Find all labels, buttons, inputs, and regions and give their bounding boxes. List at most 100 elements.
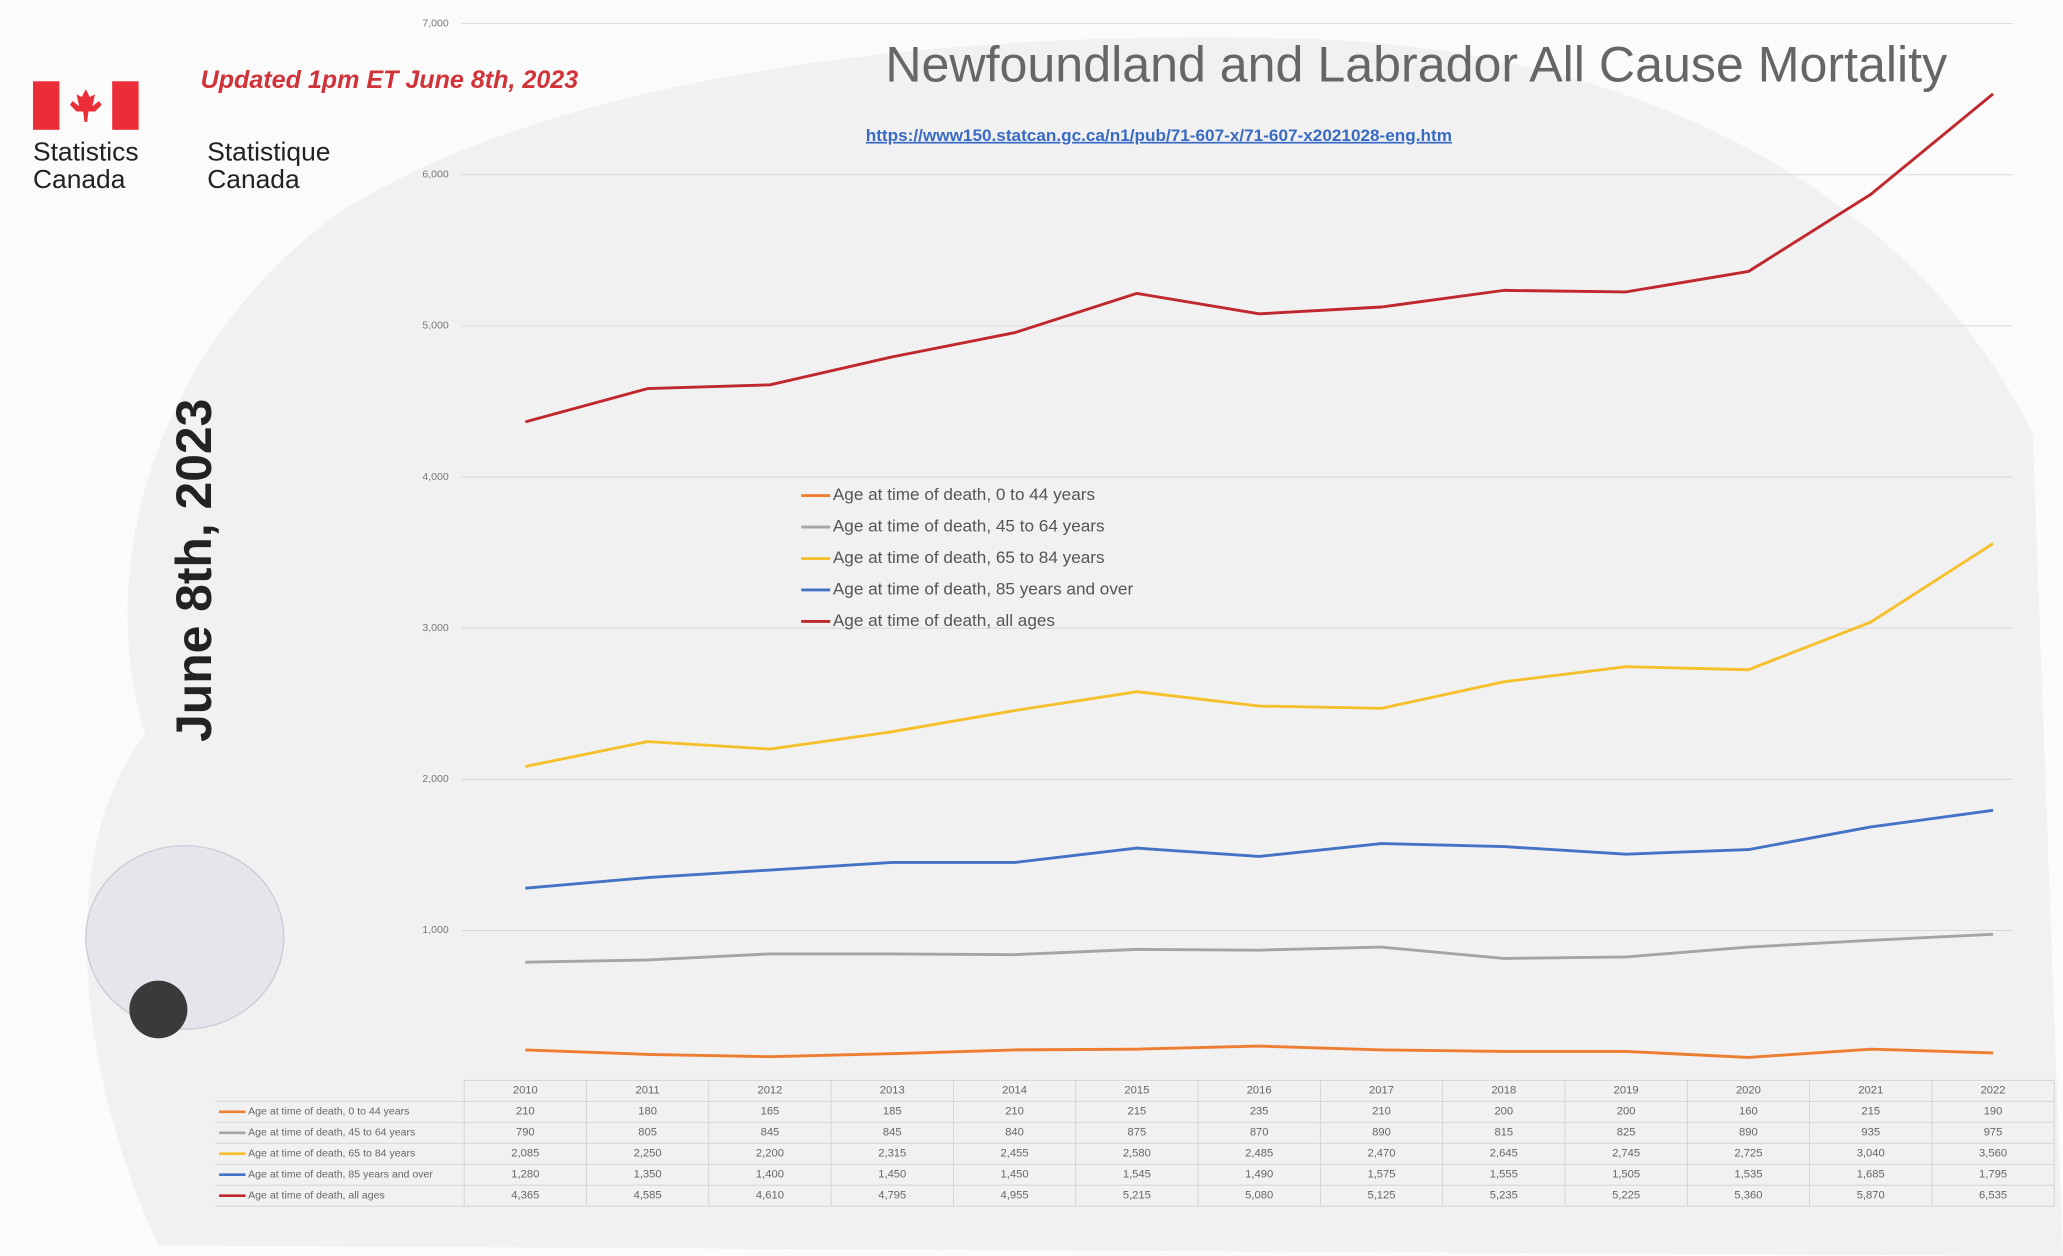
table-value: 2,580 <box>1123 1148 1151 1160</box>
table-value: 1,450 <box>878 1169 906 1181</box>
agency-en: Statistics <box>33 136 139 166</box>
table-value: 4,610 <box>756 1190 784 1202</box>
table-value: 2,725 <box>1734 1148 1762 1160</box>
table-value: 200 <box>1617 1106 1636 1118</box>
table-value: 1,450 <box>1001 1169 1029 1181</box>
y-tick-label: 7,000 <box>422 17 449 29</box>
wolf-icon <box>85 844 285 1039</box>
table-value: 825 <box>1617 1127 1636 1139</box>
y-tick-label: 6,000 <box>422 169 449 181</box>
statcan-logo: Statistics Canada Statistique Canada <box>32 81 330 194</box>
table-row-label: Age at time of death, 45 to 64 years <box>248 1127 415 1139</box>
table-value: 3,560 <box>1979 1148 2007 1160</box>
table-row-label: Age at time of death, 65 to 84 years <box>248 1148 415 1160</box>
table-value: 845 <box>883 1127 902 1139</box>
table-year: 2022 <box>1981 1085 2006 1097</box>
table-value: 6,535 <box>1979 1190 2007 1202</box>
table-year: 2012 <box>757 1085 782 1097</box>
table-value: 180 <box>638 1106 657 1118</box>
table-value: 2,315 <box>878 1148 906 1160</box>
table-value: 4,955 <box>1001 1190 1029 1202</box>
table-value: 935 <box>1861 1127 1880 1139</box>
table-value: 200 <box>1494 1106 1513 1118</box>
flag-bar <box>112 81 139 130</box>
table-value: 2,200 <box>756 1148 784 1160</box>
legend-label: Age at time of death, 45 to 64 years <box>833 517 1105 536</box>
table-value: 1,505 <box>1612 1169 1640 1181</box>
table-value: 805 <box>638 1127 657 1139</box>
table-value: 2,645 <box>1490 1148 1518 1160</box>
wolf-head <box>85 844 285 1030</box>
table-value: 2,085 <box>511 1148 539 1160</box>
table-value: 875 <box>1128 1127 1147 1139</box>
table-value: 2,455 <box>1001 1148 1029 1160</box>
series-line <box>525 808 1994 890</box>
table-year: 2019 <box>1614 1085 1639 1097</box>
agency-fr: Canada <box>207 164 300 194</box>
legend-label: Age at time of death, 85 years and over <box>833 580 1134 599</box>
agency-en: Canada <box>33 164 126 194</box>
table-value: 210 <box>1005 1106 1024 1118</box>
table-value: 5,360 <box>1734 1190 1762 1202</box>
updated-note: Updated 1pm ET June 8th, 2023 <box>201 66 579 94</box>
table-value: 4,365 <box>511 1190 539 1202</box>
table-value: 1,555 <box>1490 1169 1518 1181</box>
table-value: 870 <box>1250 1127 1269 1139</box>
maple-leaf <box>69 89 102 122</box>
table-value: 1,535 <box>1734 1169 1762 1181</box>
table-value: 1,280 <box>511 1169 539 1181</box>
table-value: 2,485 <box>1245 1148 1273 1160</box>
table-year: 2013 <box>880 1085 905 1097</box>
table-value: 890 <box>1739 1127 1758 1139</box>
table-year: 2016 <box>1247 1085 1272 1097</box>
table-value: 2,250 <box>634 1148 662 1160</box>
side-date: June 8th, 2023 <box>166 399 222 742</box>
table-value: 215 <box>1128 1106 1147 1118</box>
table-value: 840 <box>1005 1127 1024 1139</box>
table-value: 1,545 <box>1123 1169 1151 1181</box>
table-year: 2010 <box>513 1085 538 1097</box>
table-value: 5,870 <box>1857 1190 1885 1202</box>
legend-label: Age at time of death, 65 to 84 years <box>833 548 1105 567</box>
table-value: 845 <box>761 1127 780 1139</box>
table-year: 2020 <box>1736 1085 1761 1097</box>
table-value: 890 <box>1372 1127 1391 1139</box>
table-year: 2015 <box>1124 1085 1149 1097</box>
table-year: 2021 <box>1858 1085 1883 1097</box>
table-value: 815 <box>1494 1127 1513 1139</box>
chart-title: Newfoundland and Labrador All Cause Mort… <box>885 36 1947 92</box>
agency-fr: Statistique <box>207 136 330 166</box>
series-line <box>525 932 1994 964</box>
background-sketch <box>86 37 2063 1256</box>
flag-bar <box>32 81 60 130</box>
table-value: 1,400 <box>756 1169 784 1181</box>
table-value: 210 <box>1372 1106 1391 1118</box>
data-table: 2010 2011 2012 2013 2014 2015 2016 2017 2018 2019… <box>215 1079 2055 1207</box>
table-value: 165 <box>761 1106 780 1118</box>
table-value: 2,470 <box>1367 1148 1395 1160</box>
y-tick-label: 5,000 <box>422 320 449 332</box>
table-value: 5,235 <box>1490 1190 1518 1202</box>
table-value: 190 <box>1984 1106 2003 1118</box>
series-line <box>525 542 1994 768</box>
table-row-label: Age at time of death, all ages <box>248 1189 385 1201</box>
source-link[interactable]: https://www150.statcan.gc.ca/n1/pub/71-6… <box>866 126 1452 145</box>
y-tick-label: 3,000 <box>422 622 449 634</box>
y-tick-label: 2,000 <box>422 773 449 785</box>
table-row-label: Age at time of death, 85 years and over <box>248 1169 433 1181</box>
table-value: 1,575 <box>1367 1169 1395 1181</box>
table-value: 975 <box>1984 1127 2003 1139</box>
legend-label: Age at time of death, 0 to 44 years <box>833 485 1095 504</box>
table-value: 2,745 <box>1612 1148 1640 1160</box>
table-year: 2014 <box>1002 1085 1027 1097</box>
table-value: 185 <box>883 1106 902 1118</box>
table-value: 1,685 <box>1857 1169 1885 1181</box>
table-year: 2017 <box>1369 1085 1394 1097</box>
table-year: 2011 <box>636 1085 660 1097</box>
table-value: 1,795 <box>1979 1169 2007 1181</box>
table-value: 5,125 <box>1367 1190 1395 1202</box>
table-value: 5,080 <box>1245 1190 1273 1202</box>
table-value: 160 <box>1739 1106 1758 1118</box>
table-value: 210 <box>516 1106 535 1118</box>
